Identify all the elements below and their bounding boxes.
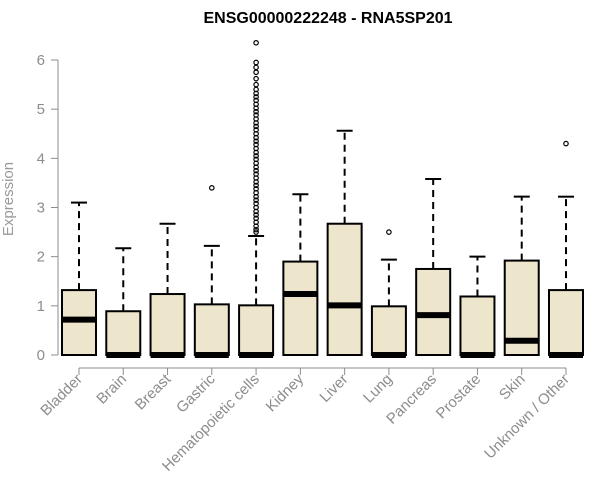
- box-breast: [149, 222, 186, 358]
- y-tick-label: 0: [37, 347, 45, 364]
- box-body: [548, 289, 584, 357]
- outlier-point: [253, 123, 259, 130]
- x-tick-label: Kidney: [263, 370, 308, 415]
- box-body: [415, 267, 452, 357]
- outlier-point: [253, 156, 259, 163]
- x-tick-label: Bladder: [37, 371, 86, 420]
- box-body: [370, 305, 407, 357]
- outlier-point: [253, 94, 259, 100]
- outlier-point: [253, 212, 259, 218]
- outlier-point: [253, 141, 259, 148]
- box-liver: [326, 129, 363, 356]
- y-tick-label: 6: [37, 52, 45, 69]
- x-tick-label: Brain: [93, 371, 130, 408]
- box-body: [105, 310, 142, 357]
- box-gastric: [193, 185, 230, 358]
- boxes: [61, 39, 584, 358]
- box-pancreas: [415, 177, 452, 357]
- chart-title: ENSG00000222248 - RNA5SP201: [203, 10, 452, 27]
- box-body: [326, 222, 363, 356]
- outlier-point: [563, 140, 569, 147]
- outlier-point: [253, 112, 259, 118]
- box-skin: [503, 195, 540, 357]
- y-tick-label: 5: [37, 101, 45, 118]
- box-hematopoietic-cells: [238, 39, 275, 358]
- outlier-point: [253, 69, 259, 76]
- box-body: [459, 295, 496, 357]
- box-body: [238, 304, 275, 357]
- y-tick-label: 4: [37, 150, 45, 167]
- outlier-point: [253, 127, 259, 133]
- box-body: [149, 293, 186, 356]
- box-lung: [370, 229, 407, 358]
- y-tick-label: 3: [37, 200, 45, 217]
- outlier-point: [253, 215, 259, 222]
- outlier-point: [253, 64, 259, 71]
- outlier-point: [253, 182, 259, 189]
- x-tick-label: Liver: [316, 371, 351, 406]
- box-kidney: [282, 193, 319, 357]
- box-body: [193, 303, 230, 357]
- box-unknown-other: [548, 140, 584, 358]
- x-tick-label: Prostate: [433, 371, 485, 423]
- x-tick-label: Skin: [496, 371, 529, 404]
- outlier-point: [253, 75, 259, 82]
- outlier-point: [253, 81, 259, 88]
- box-prostate: [459, 255, 496, 358]
- y-tick-label: 2: [37, 249, 45, 266]
- x-tick-label: Unknown / Other: [481, 371, 573, 463]
- box-brain: [105, 247, 142, 358]
- y-tick-label: 1: [37, 298, 45, 315]
- outlier-point: [253, 171, 259, 177]
- outlier-point: [253, 197, 259, 203]
- outlier-point: [209, 185, 215, 191]
- box-bladder: [61, 201, 97, 357]
- outlier-point: [253, 97, 259, 104]
- outlier-point: [253, 200, 259, 207]
- outlier-point: [253, 226, 259, 233]
- outlier-point: [253, 39, 259, 46]
- outlier-point: [253, 108, 259, 115]
- outlier-point: [253, 153, 259, 159]
- outlier-point: [253, 59, 259, 66]
- y-axis-label: Expression: [0, 162, 17, 236]
- outlier-point: [253, 138, 259, 144]
- outlier-point: [253, 167, 259, 174]
- outlier-point: [253, 186, 259, 192]
- outlier-point: [253, 229, 259, 235]
- x-tick-label: Breast: [132, 370, 175, 413]
- box-body: [282, 260, 319, 357]
- outlier-point: [386, 229, 392, 235]
- x-tick-label: Lung: [360, 371, 396, 407]
